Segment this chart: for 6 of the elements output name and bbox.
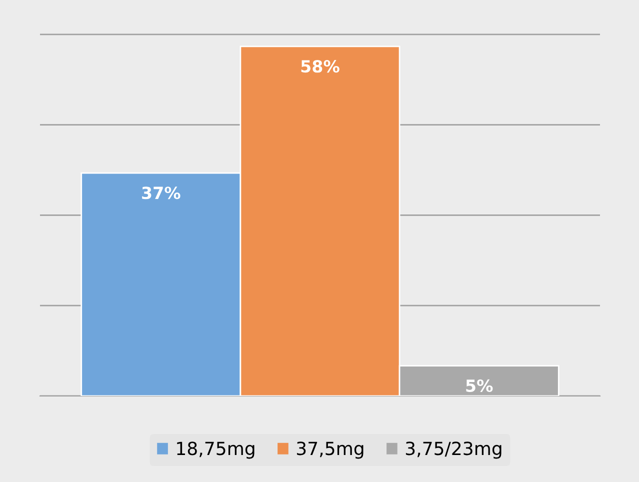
data-label: 37% [142,186,180,200]
legend-label: 37,5mg [296,442,364,459]
legend-label: 18,75mg [177,442,254,459]
data-label: 5% [466,379,493,392]
legend-label: 3,75/23mg [406,442,502,459]
data-label: 58% [301,60,340,73]
